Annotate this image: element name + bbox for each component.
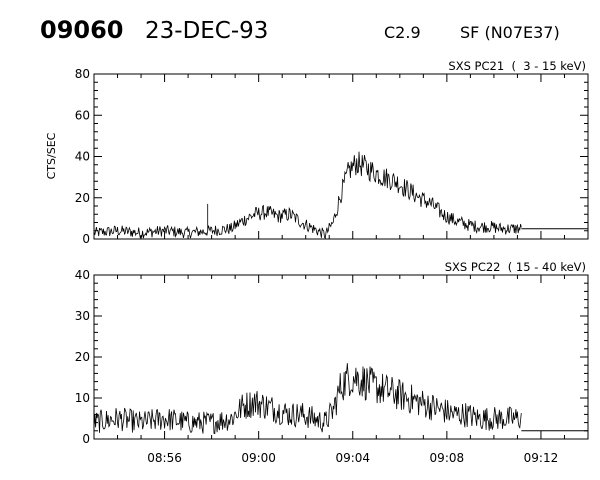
y-axis-label-pc21: CTS/SEC [45, 132, 58, 179]
series-line-pc21 [93, 151, 522, 239]
x-tick-label: 09:00 [241, 451, 276, 465]
y-tick-label: 80 [75, 67, 90, 81]
goes-class: C2.9 [384, 23, 421, 42]
panel-title-pc21: SXS PC21 ( 3 - 15 keV) [448, 59, 586, 73]
x-axis-pc22: 08:56 09:00 09:04 09:08 09:12 [93, 275, 589, 465]
y-tick-label: 0 [82, 232, 90, 246]
y-tick-label: 20 [75, 350, 90, 364]
y-tick-label: 10 [75, 391, 90, 405]
panel-pc21: SXS PC21 ( 3 - 15 keV) 0 20 40 60 80 CTS/SEC [45, 59, 589, 246]
event-date: 23-DEC-93 [145, 18, 268, 44]
x-tick-label: 09:08 [430, 451, 465, 465]
y-tick-label: 60 [75, 108, 90, 122]
plot-frame-pc21 [93, 73, 589, 240]
series-line-pc22 [93, 363, 522, 434]
y-tick-label: 30 [75, 309, 90, 323]
flare-info: SF (N07E37) [460, 23, 560, 42]
y-axis-pc22: 0 10 20 30 40 [75, 268, 588, 446]
y-tick-label: 40 [75, 150, 90, 164]
y-axis-pc21: 0 20 40 60 80 [75, 67, 588, 246]
y-tick-label: 20 [75, 191, 90, 205]
y-tick-label: 40 [75, 268, 90, 282]
x-tick-label: 08:56 [147, 451, 182, 465]
y-tick-label: 0 [82, 432, 90, 446]
x-axis-pc21 [93, 74, 589, 239]
panel-title-pc22: SXS PC22 ( 15 - 40 keV) [445, 260, 586, 274]
event-number: 09060 [40, 16, 124, 44]
x-tick-label: 09:04 [335, 451, 370, 465]
x-tick-label: 09:12 [524, 451, 559, 465]
